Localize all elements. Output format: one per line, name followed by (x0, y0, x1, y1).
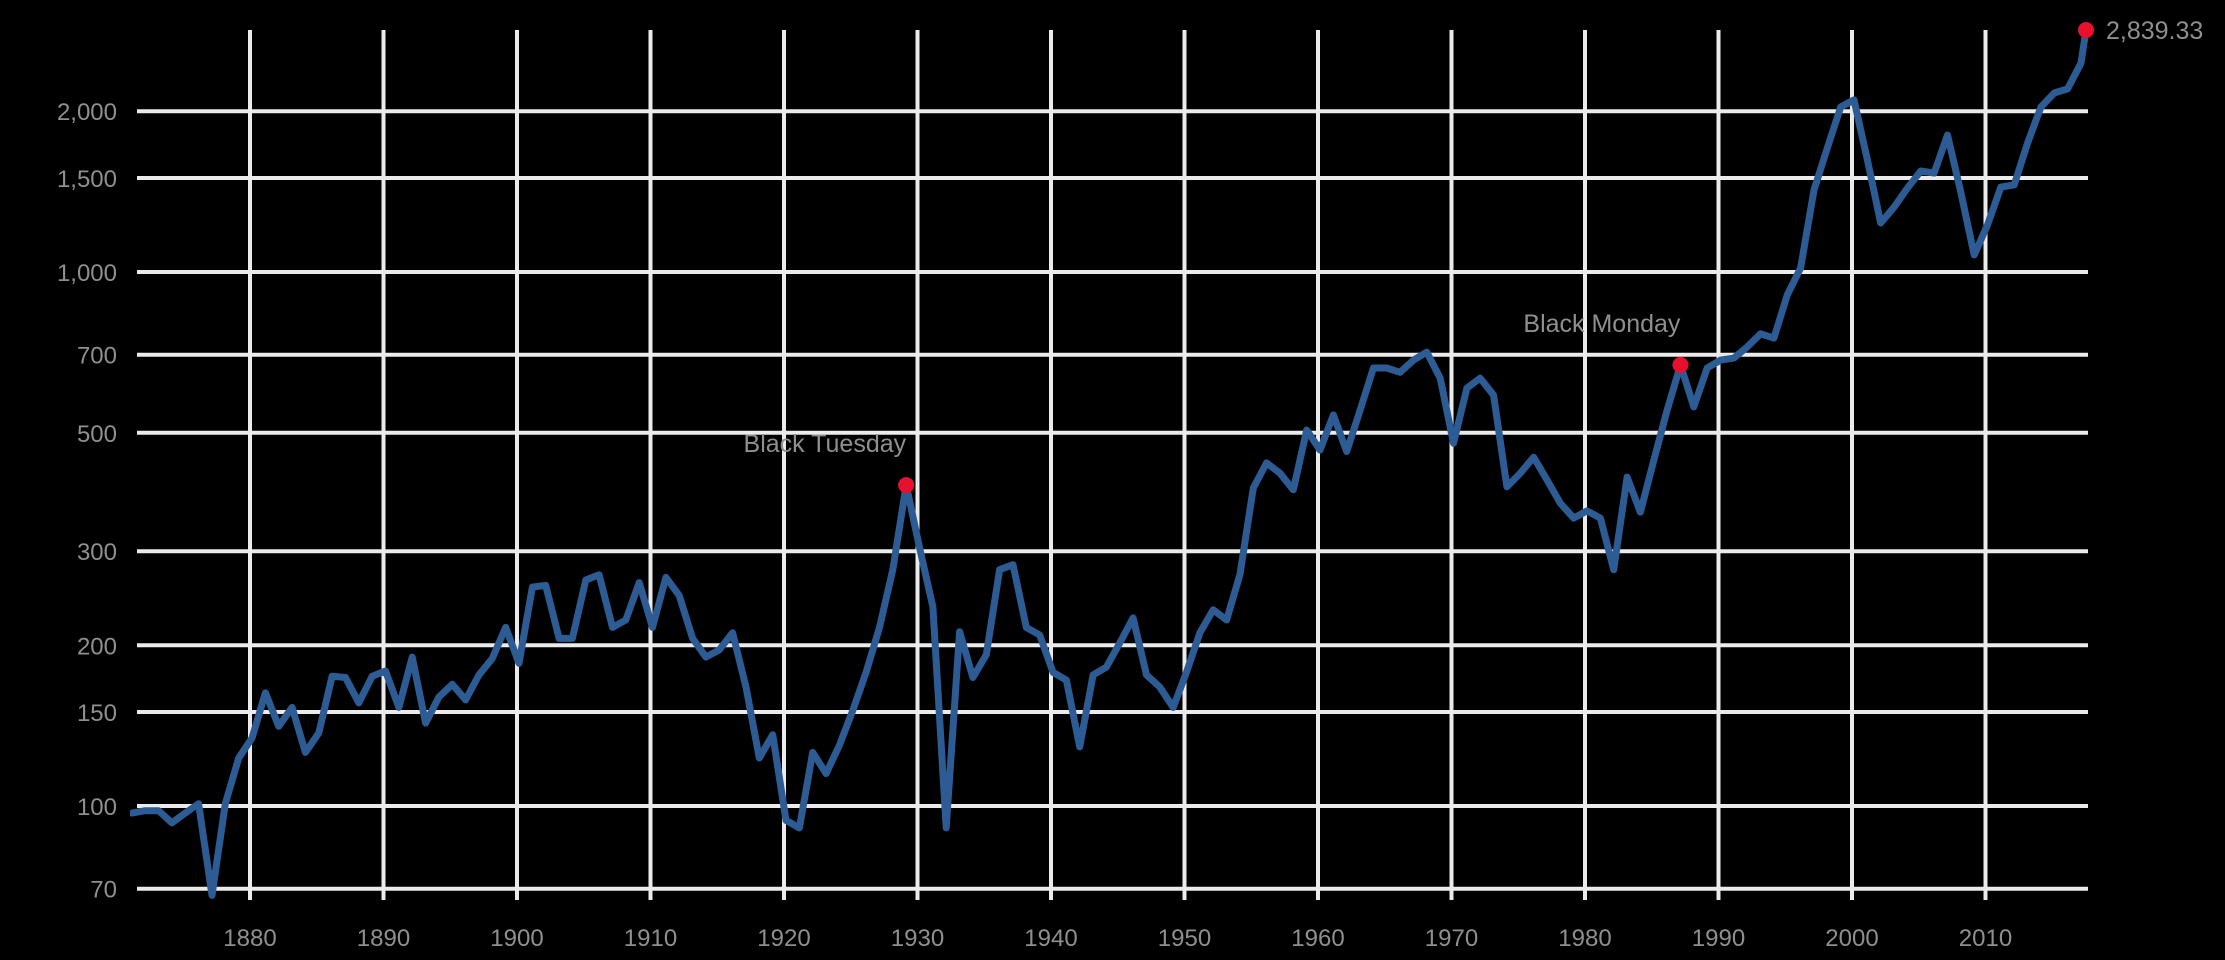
annotation-marker (1672, 356, 1689, 373)
x-tick-label: 2010 (1959, 925, 2012, 952)
y-tick-label: 100 (77, 794, 117, 821)
y-tick-label: 700 (77, 343, 117, 370)
latest-value-label: 2,839.33 (2106, 17, 2203, 45)
x-tick-label: 1920 (757, 925, 810, 952)
annotation-marker (898, 477, 915, 494)
x-gridlines (248, 30, 1988, 900)
x-tick-label: 1880 (223, 925, 276, 952)
x-tick-label: 1900 (490, 925, 543, 952)
event-annotations: Black Tuesday Black Monday 2,839.33 (744, 17, 2203, 494)
y-tick-label: 70 (90, 877, 117, 904)
index-series-line (130, 26, 2090, 899)
y-tick-label: 1,000 (57, 260, 117, 287)
y-tick-label: 300 (77, 539, 117, 566)
annotation-marker (2078, 21, 2094, 38)
x-tick-label: 1950 (1158, 925, 1211, 952)
event-label: Black Tuesday (744, 430, 907, 458)
x-tick-label: 1940 (1024, 925, 1077, 952)
y-axis-tick-labels: 70 100 150 200 300 500 700 1,000 1,500 2,000 (57, 99, 117, 903)
y-tick-label: 1,500 (57, 166, 117, 193)
x-axis-tick-labels: 1880 1890 1900 1910 1920 1930 1940 1950 1960 1970… (223, 925, 2012, 952)
event-label: Black Monday (1523, 310, 1681, 338)
x-tick-label: 1970 (1425, 925, 1478, 952)
x-tick-label: 2000 (1825, 925, 1878, 952)
x-tick-label: 1890 (357, 925, 410, 952)
y-tick-label: 500 (77, 421, 117, 448)
y-tick-label: 200 (77, 633, 117, 660)
x-tick-label: 1910 (624, 925, 677, 952)
x-tick-label: 1990 (1692, 925, 1745, 952)
x-tick-label: 1960 (1291, 925, 1344, 952)
x-tick-label: 1980 (1558, 925, 1611, 952)
y-tick-label: 2,000 (57, 99, 117, 126)
y-tick-label: 150 (77, 700, 117, 727)
y-gridlines (137, 109, 2088, 891)
x-tick-label: 1930 (891, 925, 944, 952)
